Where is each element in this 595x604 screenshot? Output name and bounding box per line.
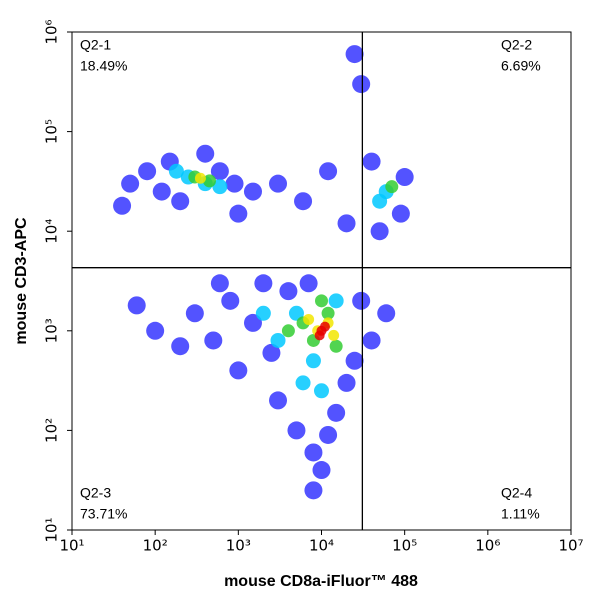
data-point [312,461,331,480]
data-point [221,291,240,310]
data-point [270,332,286,348]
quadrant-name: Q2-1 [80,37,111,53]
x-tick-label: 10⁴ [309,537,334,555]
data-point [229,204,248,223]
data-point [185,304,204,323]
quadrant-name: Q2-3 [80,485,111,501]
data-point [385,180,399,194]
data-point [305,353,321,369]
data-point [229,361,248,380]
data-point [254,274,273,293]
data-point [362,152,381,171]
data-point [281,324,295,338]
data-point [304,443,323,462]
data-point [146,321,165,340]
data-point [319,425,338,444]
quadrant-name: Q2-2 [501,37,532,53]
data-point [196,144,215,163]
data-point [294,192,313,211]
data-point [328,293,344,309]
data-point [295,375,311,391]
data-point [279,282,298,301]
data-point [395,168,414,187]
data-point [352,291,371,310]
x-tick-label: 10¹ [59,537,84,555]
data-point [288,305,304,321]
data-point [152,182,171,201]
data-point [243,313,262,332]
data-point [337,373,356,392]
data-point [337,214,356,233]
data-point [210,274,229,293]
data-point [202,174,216,188]
x-axis-title: mouse CD8a-iFluor™ 488 [224,573,418,590]
data-point [321,306,335,320]
data-point [138,162,157,181]
data-point [314,330,325,341]
quadrant-name: Q2-4 [501,485,532,501]
x-tick-label: 10² [143,537,168,555]
quadrant-percent: 6.69% [501,58,541,74]
data-point [377,304,396,323]
data-point [352,75,371,94]
data-point [287,421,306,440]
quadrant-percent: 73.71% [80,506,127,522]
data-point [345,351,364,370]
data-point [171,337,190,356]
data-point [328,329,340,341]
data-point [127,296,146,315]
data-point [269,174,288,193]
data-point [319,162,338,181]
data-point [304,481,323,500]
data-point [262,343,281,362]
data-point [121,174,140,193]
y-tick-label: 10⁴ [43,219,61,244]
data-point [212,179,228,195]
data-point [210,162,229,181]
data-point [327,403,346,422]
data-point [303,313,315,325]
y-tick-label: 10⁵ [43,119,61,144]
data-point [315,294,328,308]
y-tick-label: 10⁶ [43,19,61,44]
quadrant-percent: 1.11% [501,506,540,522]
data-point [255,305,271,321]
data-point [362,331,381,350]
x-tick-label: 10³ [226,537,251,555]
data-point [370,222,389,241]
data-point [168,163,184,179]
quadrant-percent: 18.49% [80,58,127,74]
x-tick-label: 10⁵ [392,537,417,555]
data-point [329,339,343,353]
x-tick-label: 10⁶ [475,537,500,555]
data-point [171,192,190,211]
data-point [243,182,262,201]
y-tick-label: 10³ [43,318,61,343]
data-point [204,331,223,350]
y-axis-title: mouse CD3-APC [13,217,30,345]
data-point [319,321,330,332]
data-point [269,391,288,410]
data-point [372,193,388,209]
data-point [314,383,329,399]
data-point [113,196,132,215]
data-point [194,172,206,184]
data-point [391,204,410,223]
data-point [299,274,318,293]
x-tick-label: 10⁷ [558,537,583,555]
y-tick-label: 10² [43,418,61,443]
y-tick-label: 10¹ [43,517,61,542]
data-point [345,45,364,64]
data-point [225,174,244,193]
